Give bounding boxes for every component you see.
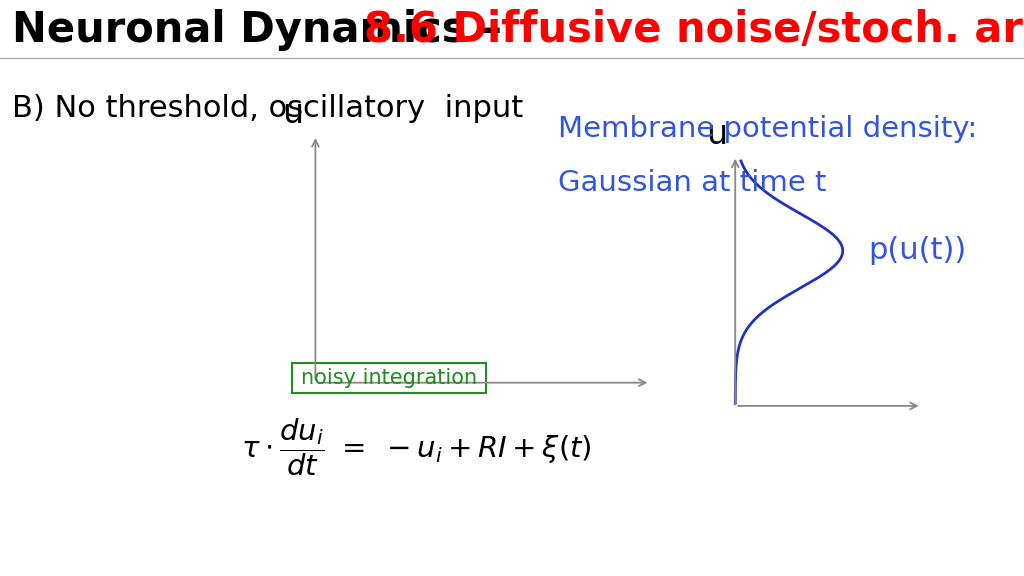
Text: u: u (283, 97, 303, 130)
Text: B) No threshold, oscillatory  input: B) No threshold, oscillatory input (12, 94, 523, 123)
Text: u: u (707, 118, 727, 151)
Text: $\tau \cdot \dfrac{du_i}{dt}\ =\ -u_i + RI + \xi(t)$: $\tau \cdot \dfrac{du_i}{dt}\ =\ -u_i + … (241, 416, 592, 478)
Text: noisy integration: noisy integration (301, 368, 477, 388)
Text: Membrane potential density:: Membrane potential density: (558, 115, 977, 143)
Text: Neuronal Dynamics –: Neuronal Dynamics – (12, 9, 517, 51)
Text: Gaussian at time t: Gaussian at time t (558, 169, 826, 197)
Bar (292, 363, 486, 393)
Text: p(u(t)): p(u(t)) (868, 236, 967, 266)
Text: 8.6 Diffusive noise/stoch. arrival: 8.6 Diffusive noise/stoch. arrival (364, 9, 1024, 51)
